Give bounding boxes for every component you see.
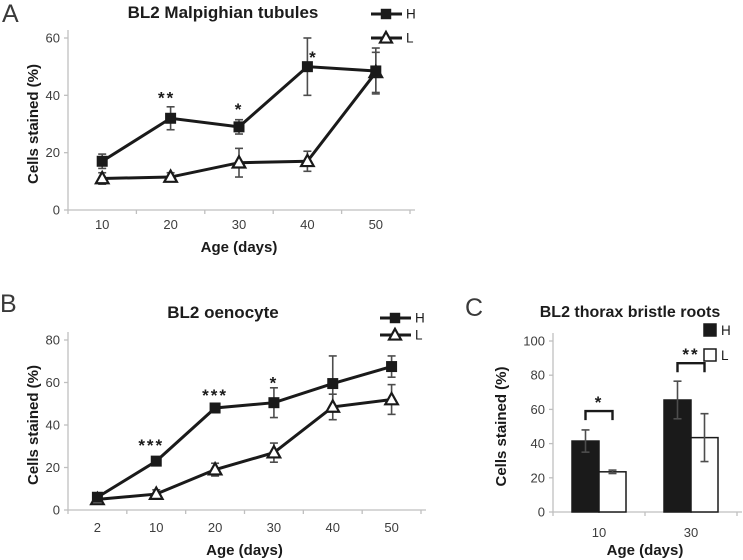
marker-filled-square: [268, 397, 280, 409]
significance-bracket: [676, 362, 706, 373]
legend-label-L: L: [721, 348, 729, 363]
x-axis-title: Age (days): [607, 542, 684, 559]
x-tick-label: 20: [208, 520, 222, 535]
y-tick-label: 0: [538, 505, 545, 520]
significance-stars: ***: [138, 436, 164, 455]
y-tick-label: 40: [46, 88, 60, 103]
marker-filled-square: [209, 402, 221, 414]
marker-filled-square: [370, 65, 382, 77]
panel-c-thorax-bristle-roots: C BL2 thorax bristle roots 0 20 40 60 80 100 1…: [460, 293, 743, 560]
legend-swatch-H: [703, 323, 717, 337]
panel-b-label: B: [0, 290, 17, 318]
panel-c-label: C: [465, 294, 484, 322]
marker-filled-square: [327, 378, 339, 390]
marker-filled-square: [150, 455, 162, 467]
panel-a-line-chart: 0 20 40 60 10 20 30 40 50 Age (days) Cells stained…: [25, 7, 416, 257]
panel-b-oenocyte: B BL2 oenocyte 0 20 40 60 80 2 10 20 30 40 50 Age (…: [0, 290, 440, 560]
y-tick-label: 0: [53, 503, 60, 518]
x-tick-label: 50: [369, 217, 383, 232]
y-tick-label: 20: [46, 145, 60, 160]
significance-bracket: [584, 409, 614, 421]
significance-stars: ***: [202, 386, 228, 405]
marker-open-triangle: [206, 460, 224, 476]
marker-open-triangle: [148, 485, 165, 500]
marker-filled-square: [386, 361, 398, 373]
significance-stars: *: [235, 100, 244, 119]
x-tick-label: 30: [267, 520, 281, 535]
panel-b-line-chart: 0 20 40 60 80 2 10 20 30 40 50 Age (days) Cells stai…: [25, 311, 426, 559]
y-tick-label: 0: [53, 203, 60, 218]
marker-open-triangle: [265, 443, 283, 459]
x-tick-label: 40: [300, 217, 314, 232]
legend-swatch-L: [703, 348, 717, 362]
x-tick-label: 10: [149, 520, 163, 535]
marker-open-triangle: [299, 152, 316, 168]
marker-open-triangle: [324, 398, 341, 413]
panel-c-chart-title: BL2 thorax bristle roots: [539, 304, 721, 321]
x-tick-label: 30: [684, 525, 698, 540]
legend-label-H: H: [406, 7, 416, 22]
x-tick-label: 10: [592, 525, 606, 540]
panel-a-label: A: [2, 0, 19, 28]
y-tick-label: 100: [523, 334, 545, 349]
y-axis-title: Cells stained (%): [493, 366, 510, 486]
legend-label-L: L: [406, 31, 414, 46]
y-tick-label: 60: [46, 31, 60, 46]
panel-b-chart-title: BL2 oenocyte: [167, 303, 279, 322]
marker-filled-square: [301, 61, 313, 73]
marker-open-triangle: [94, 169, 111, 185]
y-axis-title: Cells stained (%): [25, 365, 42, 485]
marker-filled-square: [389, 312, 401, 324]
y-tick-label: 40: [46, 418, 60, 433]
marker-open-triangle: [162, 168, 179, 183]
marker-filled-square: [96, 155, 108, 167]
y-tick-label: 40: [531, 436, 545, 451]
y-axis-title: Cells stained (%): [25, 64, 42, 184]
x-tick-label: 10: [95, 217, 109, 232]
bar-L: [598, 471, 627, 513]
y-tick-label: 80: [531, 368, 545, 383]
legend-label-H: H: [415, 311, 425, 326]
y-tick-label: 80: [46, 333, 60, 348]
series-line-L: [97, 398, 392, 501]
x-axis-title: Age (days): [206, 542, 283, 559]
significance-stars: *: [309, 48, 318, 67]
marker-open-triangle: [378, 29, 394, 44]
panel-a-malpighian-tubules: A BL2 Malpighian tubules 0 20 40 60 10 20 30 40…: [0, 0, 432, 272]
y-tick-label: 60: [531, 402, 545, 417]
x-tick-label: 40: [326, 520, 340, 535]
marker-open-triangle: [230, 153, 248, 169]
series-line-H: [96, 365, 392, 499]
y-tick-label: 20: [46, 460, 60, 475]
x-axis-title: Age (days): [201, 239, 278, 256]
x-tick-label: 30: [232, 217, 246, 232]
marker-filled-square: [380, 8, 392, 20]
legend-label-H: H: [721, 323, 731, 338]
significance-stars: **: [158, 88, 175, 107]
y-tick-label: 60: [46, 375, 60, 390]
significance-stars: *: [270, 373, 279, 392]
marker-filled-square: [91, 491, 103, 503]
x-tick-label: 50: [384, 520, 398, 535]
legend-label-L: L: [415, 328, 423, 343]
significance-stars: **: [682, 345, 699, 364]
marker-open-triangle: [383, 390, 400, 406]
x-tick-label: 20: [163, 217, 177, 232]
x-tick-label: 2: [94, 520, 101, 535]
marker-filled-square: [233, 121, 245, 133]
significance-stars: *: [595, 393, 604, 412]
panel-a-chart-title: BL2 Malpighian tubules: [127, 3, 319, 22]
marker-open-triangle: [387, 326, 403, 341]
marker-filled-square: [165, 112, 177, 124]
y-tick-label: 20: [531, 470, 545, 485]
